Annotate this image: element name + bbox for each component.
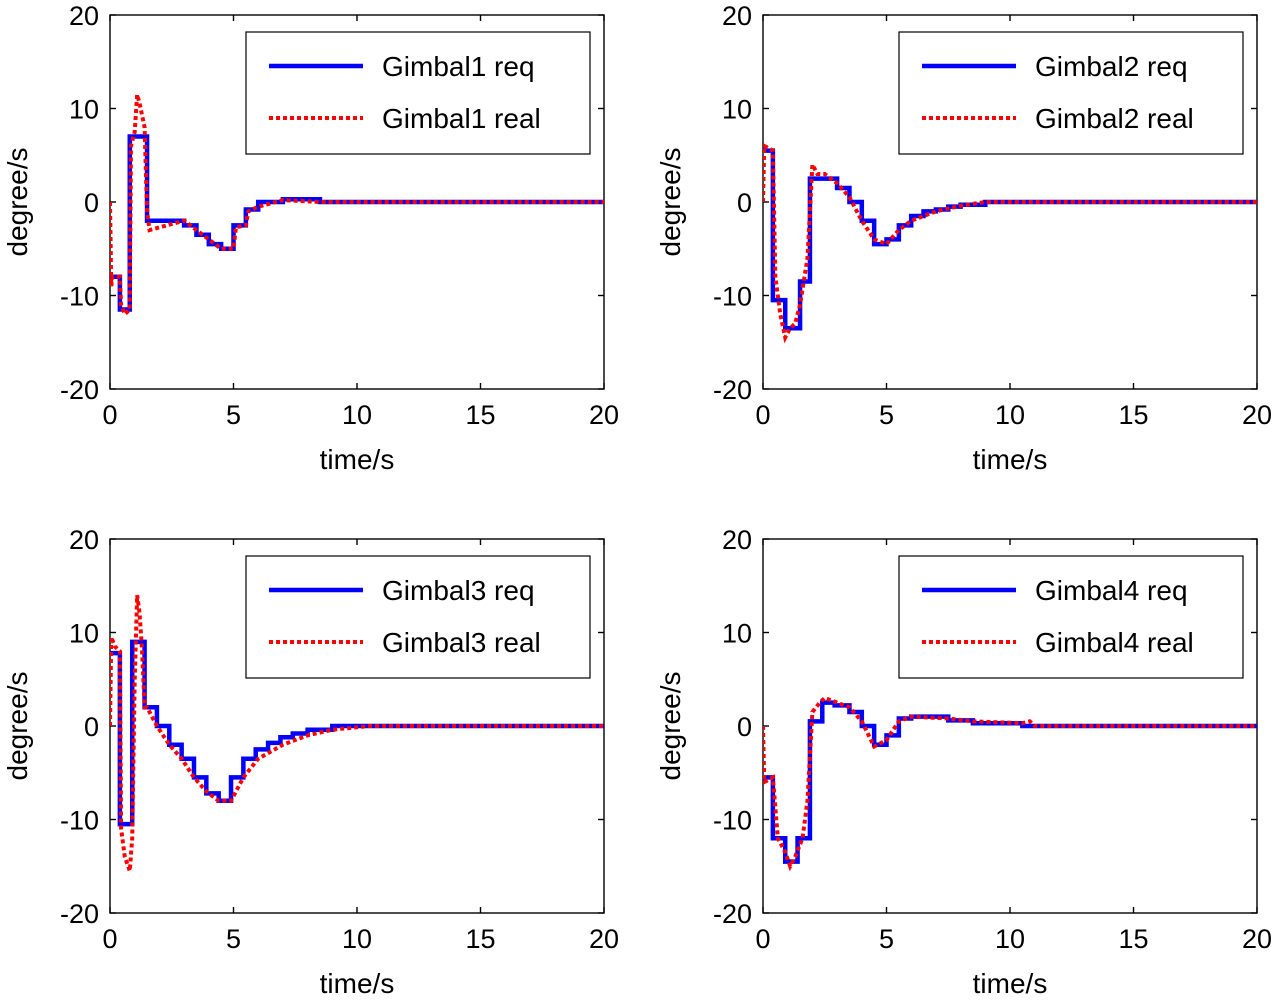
y-tick-label: -10 (713, 282, 752, 312)
y-axis-label: degree/s (655, 672, 686, 781)
y-tick-label: 20 (722, 525, 752, 555)
x-tick-label: 15 (465, 924, 495, 954)
series-line-gimbal2-real (763, 142, 1257, 344)
y-tick-label: -10 (60, 282, 99, 312)
y-axis-label: degree/s (2, 672, 33, 781)
legend-label: Gimbal2 real (1035, 103, 1194, 134)
x-tick-label: 20 (589, 924, 619, 954)
series-group (110, 594, 604, 872)
legend-box (245, 555, 591, 679)
y-axis-label: degree/s (655, 148, 686, 257)
y-tick-label: -20 (713, 899, 752, 929)
x-tick-label: 15 (1118, 400, 1148, 430)
x-tick-label: 15 (465, 400, 495, 430)
y-tick-label: -10 (713, 806, 752, 836)
y-tick-label: -20 (60, 375, 99, 405)
legend-label: Gimbal4 real (1035, 627, 1194, 658)
legend: Gimbal4 req Gimbal4 real (898, 555, 1244, 679)
legend: Gimbal1 req Gimbal1 real (245, 31, 591, 155)
x-axis-label: time/s (973, 968, 1048, 999)
legend-label: Gimbal3 real (382, 627, 541, 658)
series-line-gimbal3-real (110, 594, 604, 872)
x-axis-label: time/s (973, 444, 1048, 475)
series-group (110, 93, 604, 318)
y-tick-label: 20 (69, 1, 99, 31)
x-tick-label: 5 (226, 400, 241, 430)
x-tick-label: 5 (879, 924, 894, 954)
x-tick-label: 0 (102, 400, 117, 430)
x-tick-label: 5 (226, 924, 241, 954)
y-tick-label: 20 (722, 1, 752, 31)
legend-label: Gimbal1 real (382, 103, 541, 134)
y-tick-label: 10 (722, 95, 752, 125)
x-tick-label: 10 (342, 400, 372, 430)
x-tick-label: 10 (995, 924, 1025, 954)
y-tick-label: 0 (84, 188, 99, 218)
y-tick-label: 0 (737, 712, 752, 742)
legend: Gimbal2 req Gimbal2 real (898, 31, 1244, 155)
x-tick-label: 0 (755, 400, 770, 430)
chart-panel-3: 0 5 10 15 20 -20 -10 0 10 20 time/s degree/s Gimbal3… (2, 525, 619, 999)
legend: Gimbal3 req Gimbal3 real (245, 555, 591, 679)
y-tick-label: 10 (69, 95, 99, 125)
legend-box (898, 555, 1244, 679)
series-line-gimbal4-real (763, 695, 1257, 872)
x-tick-label: 20 (1242, 924, 1272, 954)
y-tick-label: 10 (722, 619, 752, 649)
x-tick-label: 0 (102, 924, 117, 954)
legend-box (898, 31, 1244, 155)
x-tick-label: 5 (879, 400, 894, 430)
y-tick-label: -20 (60, 899, 99, 929)
y-tick-label: -20 (713, 375, 752, 405)
y-tick-label: 20 (69, 525, 99, 555)
x-tick-label: 10 (342, 924, 372, 954)
legend-label: Gimbal4 req (1035, 575, 1188, 606)
chart-panel-2: 0 5 10 15 20 -20 -10 0 10 20 time/s degree/s Gimbal2… (655, 1, 1272, 475)
x-tick-label: 10 (995, 400, 1025, 430)
y-tick-label: 10 (69, 619, 99, 649)
legend-label: Gimbal2 req (1035, 51, 1188, 82)
x-tick-label: 20 (589, 400, 619, 430)
series-group (763, 142, 1257, 344)
y-tick-label: 0 (84, 712, 99, 742)
chart-panel-1: 0 5 10 15 20 -20 -10 0 10 20 time/s degree/s Gimbal1… (2, 1, 619, 475)
x-axis-label: time/s (320, 444, 395, 475)
legend-label: Gimbal3 req (382, 575, 535, 606)
y-axis-label: degree/s (2, 148, 33, 257)
series-group (763, 695, 1257, 872)
legend-box (245, 31, 591, 155)
x-axis-label: time/s (320, 968, 395, 999)
y-tick-label: 0 (737, 188, 752, 218)
x-tick-label: 15 (1118, 924, 1148, 954)
y-tick-label: -10 (60, 806, 99, 836)
x-tick-label: 0 (755, 924, 770, 954)
legend-label: Gimbal1 req (382, 51, 535, 82)
x-tick-label: 20 (1242, 400, 1272, 430)
chart-panel-4: 0 5 10 15 20 -20 -10 0 10 20 time/s degree/s Gimbal4… (655, 525, 1272, 999)
